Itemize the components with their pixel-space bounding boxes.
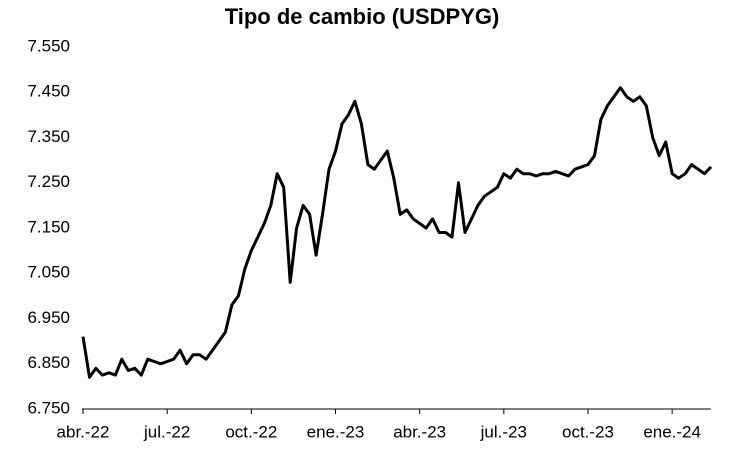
y-tick-label: 6.850 — [27, 353, 70, 372]
y-tick-label: 6.750 — [27, 398, 70, 417]
x-tick-label: oct.-23 — [562, 422, 614, 441]
x-tick-label: ene.-24 — [643, 422, 701, 441]
y-tick-label: 7.150 — [27, 217, 70, 236]
y-tick-label: 7.350 — [27, 127, 70, 146]
x-tick-label: jul.-23 — [480, 422, 527, 441]
chart-title: Tipo de cambio (USDPYG) — [225, 4, 500, 29]
y-tick-label: 7.250 — [27, 172, 70, 191]
x-tick-label: ene.-23 — [307, 422, 365, 441]
y-tick-label: 6.950 — [27, 308, 70, 327]
line-series — [81, 86, 713, 379]
y-tick-label: 7.050 — [27, 263, 70, 282]
x-tick-label: oct.-22 — [225, 422, 277, 441]
x-tick-label: abr.-22 — [57, 422, 110, 441]
y-tick-label: 7.550 — [27, 36, 70, 55]
x-tick-label: jul.-22 — [143, 422, 190, 441]
x-tick-label: abr.-23 — [393, 422, 446, 441]
y-tick-label: 7.450 — [27, 82, 70, 101]
